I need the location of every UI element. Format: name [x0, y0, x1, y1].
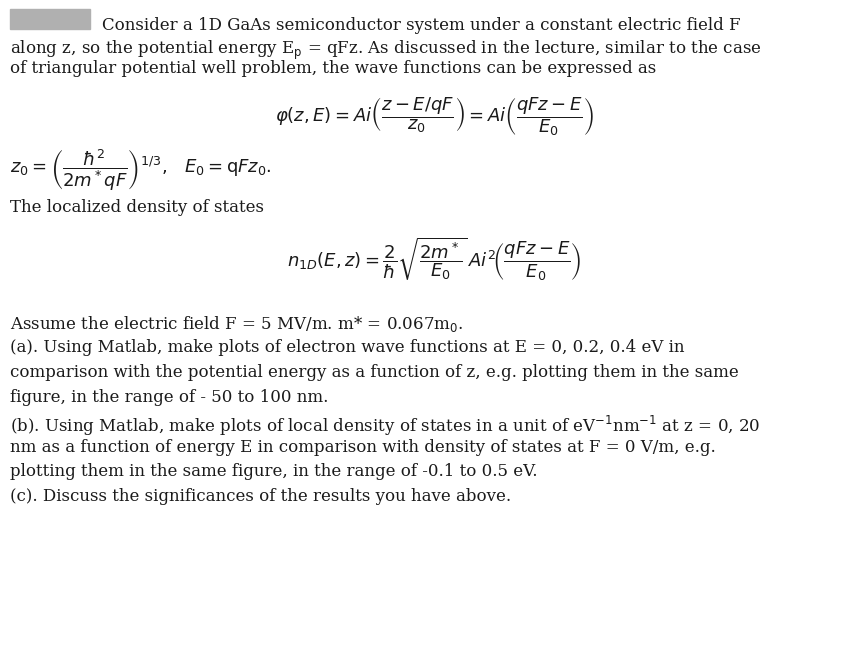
Text: $z_0 = \left(\dfrac{\hbar^2}{2m^*qF}\right)^{1/3}$,   $E_0 = \mathrm{q}Fz_0.$: $z_0 = \left(\dfrac{\hbar^2}{2m^*qF}\rig… [10, 147, 272, 193]
Text: The localized density of states: The localized density of states [10, 199, 265, 216]
Text: comparison with the potential energy as a function of z, e.g. plotting them in t: comparison with the potential energy as … [10, 364, 740, 381]
Text: plotting them in the same figure, in the range of -0.1 to 0.5 eV.: plotting them in the same figure, in the… [10, 463, 538, 481]
Text: (a). Using Matlab, make plots of electron wave functions at E = 0, 0.2, 0.4 eV i: (a). Using Matlab, make plots of electro… [10, 339, 685, 356]
FancyBboxPatch shape [10, 9, 90, 29]
Text: figure, in the range of - 50 to 100 nm.: figure, in the range of - 50 to 100 nm. [10, 388, 329, 406]
Text: of triangular potential well problem, the wave functions can be expressed as: of triangular potential well problem, th… [10, 60, 657, 78]
Text: (c). Discuss the significances of the results you have above.: (c). Discuss the significances of the re… [10, 489, 511, 505]
Text: nm as a function of energy E in comparison with density of states at F = 0 V/m, : nm as a function of energy E in comparis… [10, 438, 716, 456]
Text: (b). Using Matlab, make plots of local density of states in a unit of eV$^{-1}$n: (b). Using Matlab, make plots of local d… [10, 414, 760, 438]
Text: $n_{1D}(E,z) = \dfrac{2}{\hbar}\sqrt{\dfrac{2m^*}{E_0}}\,Ai^2\!\left(\dfrac{qFz : $n_{1D}(E,z) = \dfrac{2}{\hbar}\sqrt{\df… [286, 236, 582, 284]
Text: $\varphi(z, E) = Ai\left(\dfrac{z - E/qF}{z_0}\right) = Ai\left(\dfrac{qFz - E}{: $\varphi(z, E) = Ai\left(\dfrac{z - E/qF… [274, 96, 594, 138]
Text: along z, so the potential energy E$_\mathrm{p}$ = qFz. As discussed in the lectu: along z, so the potential energy E$_\mat… [10, 39, 762, 62]
Text: Assume the electric field F = 5 MV/m. m* = 0.067m$_0$.: Assume the electric field F = 5 MV/m. m*… [10, 314, 464, 334]
Text: Consider a 1D GaAs semiconductor system under a constant electric field F: Consider a 1D GaAs semiconductor system … [102, 17, 741, 34]
